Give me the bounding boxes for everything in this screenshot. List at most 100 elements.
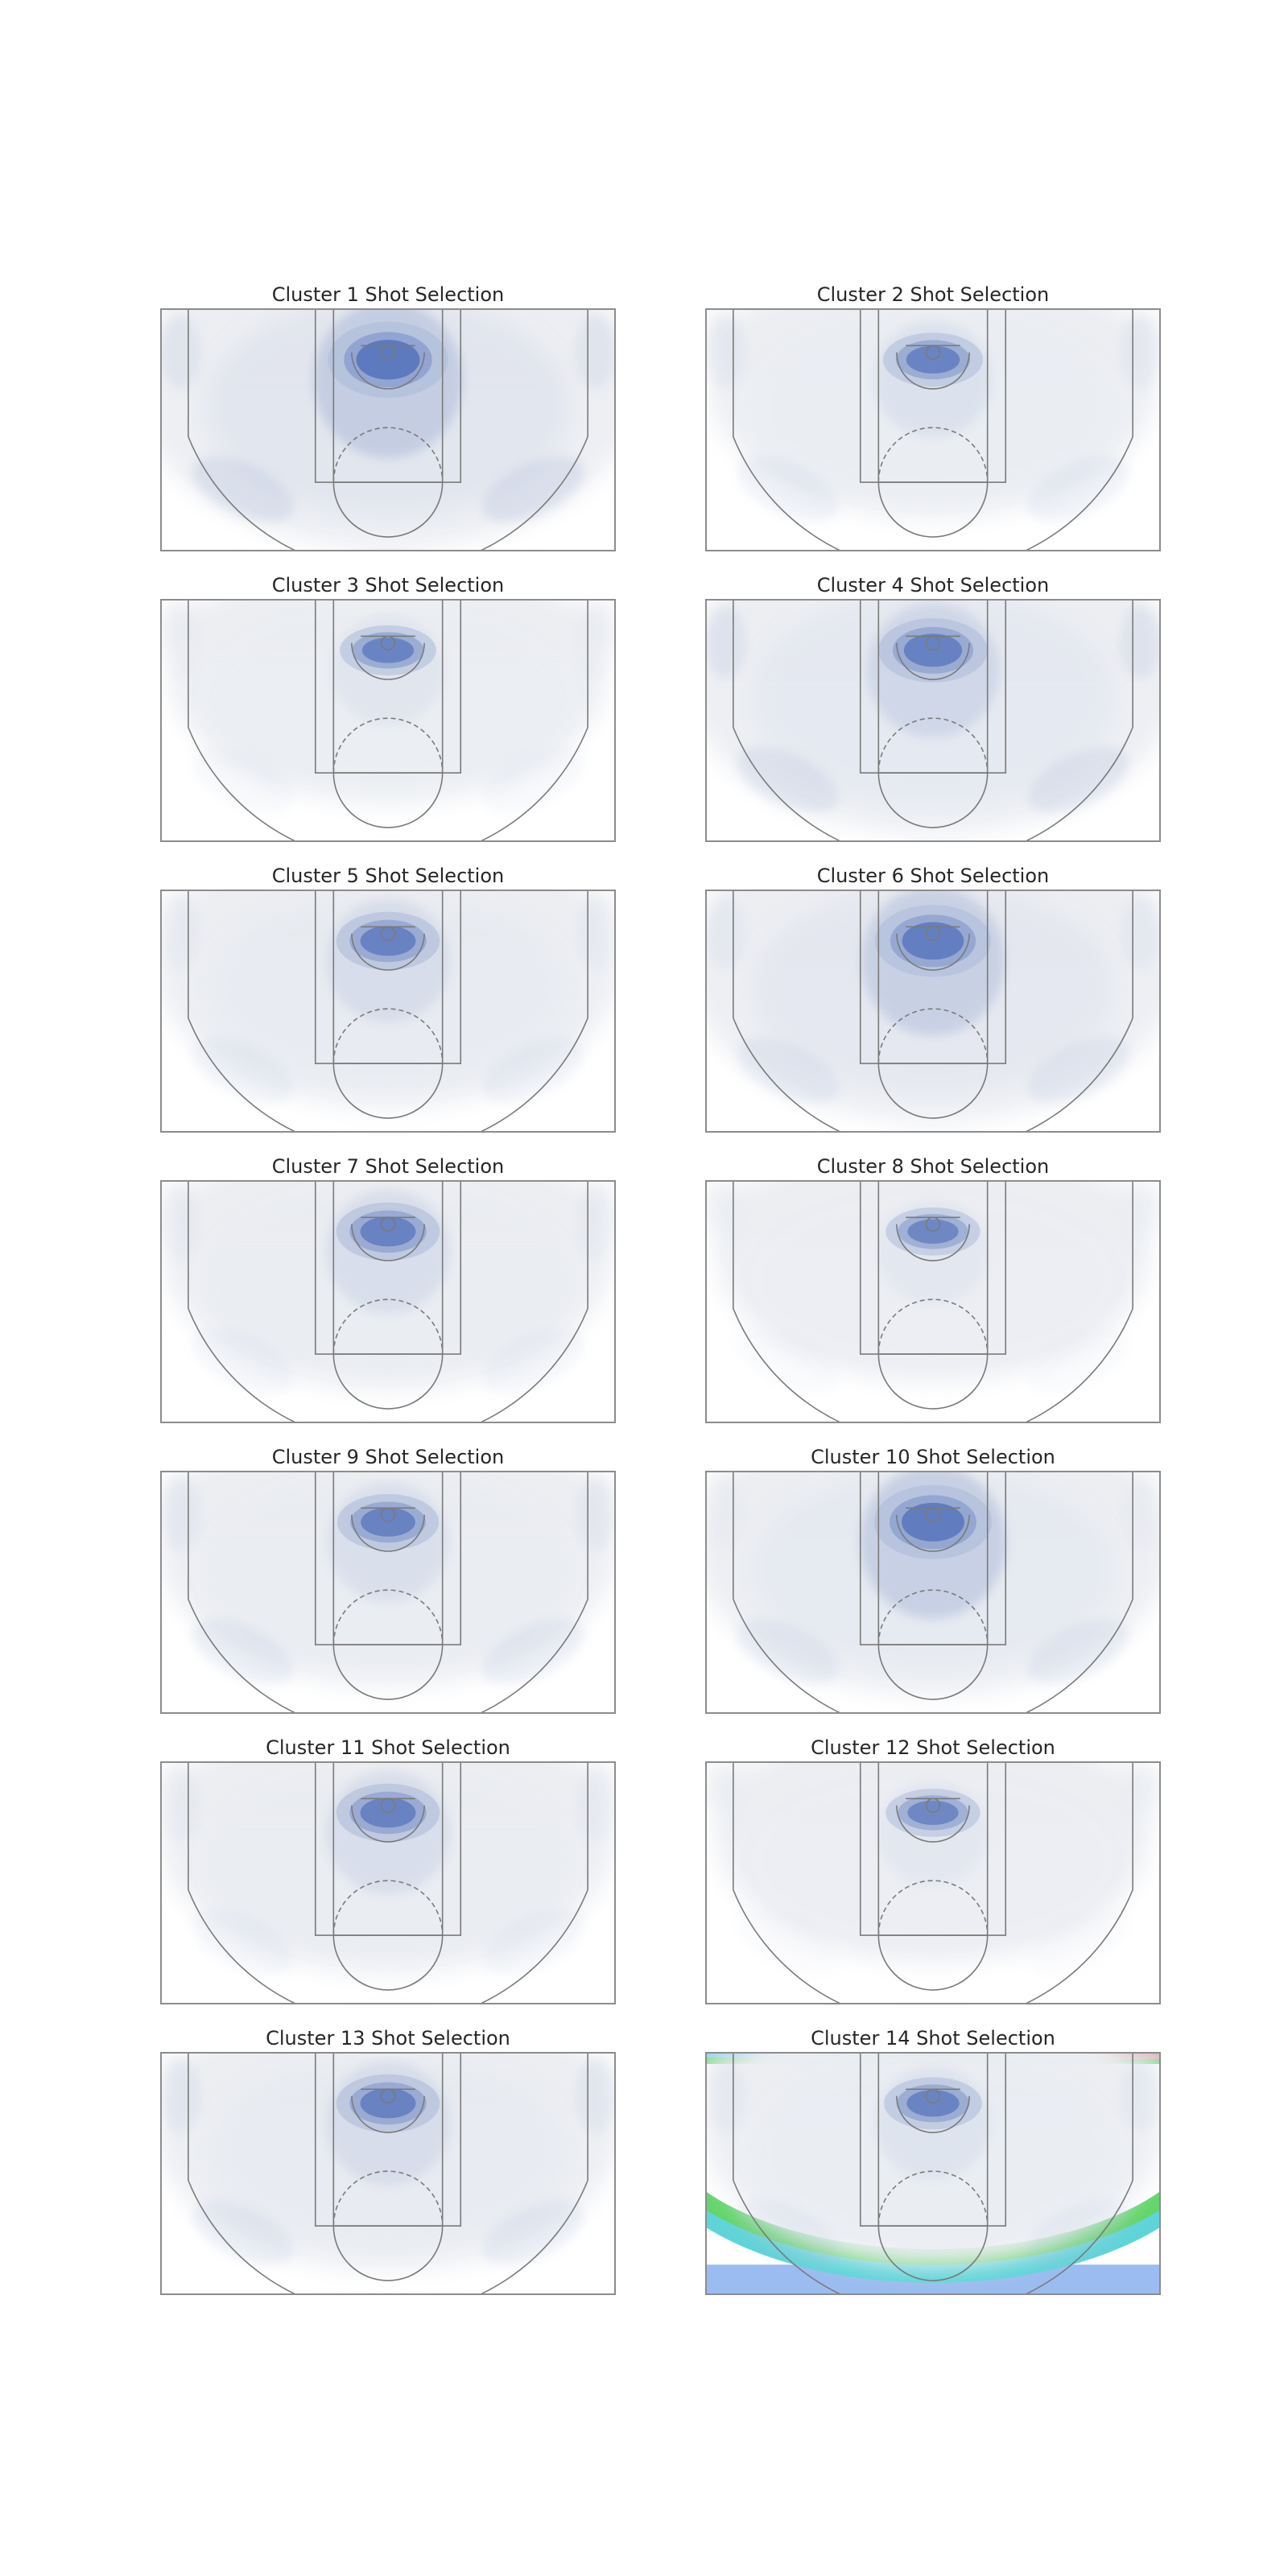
density-layer: [161, 600, 615, 813]
panel-title: Cluster 10 Shot Selection: [811, 1446, 1055, 1468]
density-corner-left: [706, 316, 746, 390]
panel-title: Cluster 12 Shot Selection: [811, 1736, 1055, 1759]
free-throw-arc-solid: [877, 1645, 989, 1700]
panel-4: Cluster 4 Shot Selection: [705, 574, 1161, 842]
inner-paint: [877, 1181, 989, 1355]
density-wing-right: [1027, 1619, 1129, 1685]
three-point-arc: [733, 1889, 1133, 2004]
restricted-area: [351, 2095, 425, 2133]
density-corner-left: [161, 1187, 201, 1261]
free-throw-arc-solid: [332, 482, 444, 538]
hoop: [380, 926, 396, 942]
court-lines: [188, 2053, 588, 2294]
panel-8: Cluster 8 Shot Selection: [705, 1155, 1161, 1423]
court-lines: [188, 890, 588, 1132]
three-point-arc: [733, 436, 1133, 551]
court-lines: [188, 600, 588, 841]
hoop: [925, 1507, 941, 1523]
free-throw-arc-dashed: [877, 427, 989, 483]
panel-title: Cluster 5 Shot Selection: [272, 865, 504, 887]
hoop: [925, 926, 941, 942]
panel-12: Cluster 12 Shot Selection: [705, 1736, 1161, 2004]
density-wing-left: [192, 747, 294, 813]
free-throw-arc-dashed: [877, 1298, 989, 1355]
court-lines: [188, 1181, 588, 1422]
restricted-area: [351, 1805, 425, 1843]
three-point-arc: [188, 1889, 588, 2004]
panel-10: Cluster 10 Shot Selection: [705, 1446, 1161, 1714]
density-wing-right: [482, 2200, 584, 2266]
density-wing-left: [737, 1619, 839, 1685]
density-wing-right: [482, 747, 584, 813]
restricted-area: [896, 1805, 970, 1843]
panel-title: Cluster 2 Shot Selection: [817, 283, 1049, 306]
three-point-arc: [733, 2180, 1133, 2294]
free-throw-arc-dashed: [877, 1880, 989, 1936]
density-corner-right: [1120, 1187, 1160, 1261]
hoop: [925, 1798, 941, 1814]
density-layer: [161, 1762, 615, 1975]
free-throw-arc-dashed: [877, 717, 989, 774]
density-wing-left: [737, 1909, 839, 1975]
three-point-arc: [733, 1018, 1133, 1132]
density-corner-right: [575, 2059, 615, 2133]
density-corner-right: [575, 1769, 615, 1843]
inner-paint: [877, 309, 989, 483]
three-point-arc: [188, 436, 588, 551]
inner-paint: [332, 2053, 444, 2227]
density-wing-right: [1027, 456, 1129, 522]
free-throw-arc-dashed: [877, 2170, 989, 2227]
hoop: [925, 1216, 941, 1232]
density-wing-left: [192, 1909, 294, 1975]
density-wing-left: [192, 1038, 294, 1104]
court-lines: [733, 890, 1133, 1132]
court-lines: [733, 1181, 1133, 1422]
restricted-area: [896, 933, 970, 971]
hoop: [380, 1507, 396, 1523]
density-wing-left: [737, 2200, 839, 2266]
restricted-area: [896, 642, 970, 680]
panel-11: Cluster 11 Shot Selection: [160, 1736, 616, 2004]
court-lines: [733, 2053, 1133, 2294]
free-throw-arc-dashed: [877, 1008, 989, 1064]
panel-3: Cluster 3 Shot Selection: [160, 574, 616, 842]
panel-border: [160, 890, 616, 1133]
free-throw-arc-solid: [332, 1063, 444, 1119]
free-throw-arc-dashed: [332, 1589, 444, 1645]
panel-border: [705, 599, 1161, 842]
density-wing-right: [482, 1038, 584, 1104]
restricted-area: [351, 352, 425, 390]
free-throw-arc-solid: [877, 1354, 989, 1410]
inner-paint: [332, 1472, 444, 1645]
restricted-area: [351, 642, 425, 680]
inner-paint: [877, 1472, 989, 1645]
court-lines: [733, 1762, 1133, 2004]
density-corner-left: [161, 1478, 201, 1552]
panel-title: Cluster 9 Shot Selection: [272, 1446, 504, 1468]
density-corner-left: [706, 606, 746, 680]
density-wing-left: [192, 1328, 294, 1394]
density-corner-right: [1120, 897, 1160, 971]
density-wing-left: [737, 456, 839, 522]
density-wing-left: [737, 1038, 839, 1104]
hoop: [380, 635, 396, 651]
court-lines: [188, 1762, 588, 2004]
panel-title: Cluster 7 Shot Selection: [272, 1155, 504, 1178]
panel-border: [160, 308, 616, 551]
density-wing-right: [482, 1619, 584, 1685]
panel-title: Cluster 1 Shot Selection: [272, 283, 504, 306]
density-corner-right: [575, 606, 615, 680]
panel-border: [705, 1471, 1161, 1714]
three-point-arc: [733, 1599, 1133, 1713]
panel-title: Cluster 6 Shot Selection: [817, 865, 1049, 887]
panel-border: [160, 1471, 616, 1714]
panel-9: Cluster 9 Shot Selection: [160, 1446, 616, 1714]
density-corner-left: [706, 1769, 746, 1842]
free-throw-arc-solid: [332, 773, 444, 828]
free-throw-arc-dashed: [332, 717, 444, 774]
hoop: [925, 2088, 941, 2104]
panel-7: Cluster 7 Shot Selection: [160, 1155, 616, 1423]
restricted-area: [896, 2095, 970, 2133]
panel-border: [705, 1761, 1161, 2004]
